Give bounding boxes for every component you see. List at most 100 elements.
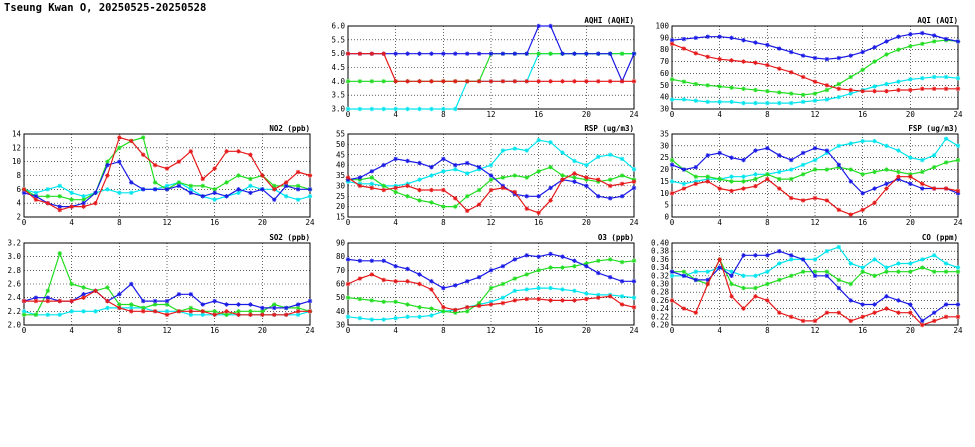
o3-data-point [429,287,434,292]
aqhi-data-point [453,51,458,56]
aqhi-data-point [429,79,434,84]
o3-data-point [453,310,458,315]
co-chart-title: CO (ppm) [922,233,958,242]
o3-chart: O3 (ppb) 30 40 50 60 70 80 90 0 4 8 12 16 20 24 [336,233,639,335]
o3-x-tick-label: 12 [486,326,495,335]
fsp-data-point [800,198,806,203]
aqi-data-point [884,39,889,44]
so2-data-point [45,312,51,317]
aqhi-data-point [572,79,577,84]
o3-data-point [524,296,529,302]
aqi-x-tick-label: 24 [953,110,963,119]
rsp-data-point [572,175,577,180]
no2-data-point [283,183,289,189]
rsp-data-point [548,198,553,203]
o3-data-point [512,257,518,262]
co-data-point [788,253,794,258]
o3-data-point [405,279,410,284]
so2-data-point [295,302,301,307]
rsp-x-tick-label: 16 [534,218,544,227]
o3-data-point [572,298,577,303]
fsp-x-tick-label: 24 [953,218,963,227]
aqhi-data-point [524,79,529,84]
aqi-data-point [788,49,794,55]
aqi-data-point [729,99,734,105]
o3-data-point [345,295,351,300]
co-data-point [681,269,687,274]
rsp-data-point [619,173,625,178]
aqhi-data-point [417,106,422,112]
o3-data-point [607,294,613,299]
fsp-data-point [693,179,699,184]
rsp-data-point [393,185,398,191]
o3-data-point [631,279,637,284]
co-data-point [836,244,842,250]
o3-data-point [572,258,577,263]
so2-data-point [140,298,146,304]
rsp-data-point [369,185,375,191]
no2-data-point [260,187,265,192]
no2-data-point [69,204,74,209]
no2-y-tick-label: 14 [12,130,22,139]
rsp-data-point [441,204,446,209]
rsp-data-point [393,156,398,162]
co-data-point [884,294,889,299]
so2-data-point [188,305,194,311]
co-data-point [717,265,722,270]
o3-y-tick-label: 70 [336,266,346,275]
aqi-y-tick-label: 40 [660,93,670,102]
fsp-data-point [741,186,746,191]
aqi-data-point [800,92,806,97]
co-data-point [896,298,901,303]
o3-data-point [369,298,375,303]
no2-data-point [295,183,301,189]
no2-data-point [248,183,253,189]
aqi-y-tick-label: 80 [660,45,670,54]
rsp-data-point [619,194,625,199]
fsp-data-point [896,148,901,153]
no2-data-point [105,159,110,164]
co-data-point [693,277,699,283]
so2-data-point [93,309,98,314]
so2-data-point [283,305,289,311]
fsp-data-point [800,150,806,156]
so2-x-tick-label: 8 [117,326,122,335]
rsp-data-point [572,158,577,164]
no2-data-point [260,173,265,178]
so2-y-tick-label: 2.8 [7,266,21,275]
fsp-data-point [669,179,675,184]
fsp-data-point [896,176,901,182]
rsp-y-tick-label: 45 [336,150,345,159]
rsp-data-point [429,165,434,170]
o3-data-point [405,302,410,307]
fsp-data-point [943,186,949,191]
aqhi-data-point [488,79,494,84]
co-data-point [729,294,734,299]
no2-data-point [164,187,170,192]
so2-data-point [129,281,134,287]
aqhi-data-point [369,106,375,112]
fsp-data-point [765,172,770,177]
o3-data-point [584,264,589,269]
o3-data-point [500,281,506,287]
rsp-data-point [464,208,470,213]
fsp-data-point [920,186,925,191]
so2-data-point [69,281,74,287]
o3-data-point [548,251,553,257]
no2-data-point [57,183,62,189]
co-data-point [765,269,770,274]
fsp-data-point [872,186,877,191]
co-y-tick-label: 0.26 [651,296,670,305]
no2-data-point [188,190,194,195]
so2-data-point [236,309,241,314]
co-data-point [920,257,925,262]
co-data-point [741,253,746,258]
co-data-point [931,253,937,258]
fsp-data-point [681,167,687,172]
rsp-data-point [417,187,422,193]
o3-data-point [512,298,518,303]
fsp-data-point [800,162,806,168]
no2-x-tick-label: 16 [210,218,220,227]
aqi-data-point [681,97,687,102]
no2-x-tick-label: 0 [22,218,27,227]
